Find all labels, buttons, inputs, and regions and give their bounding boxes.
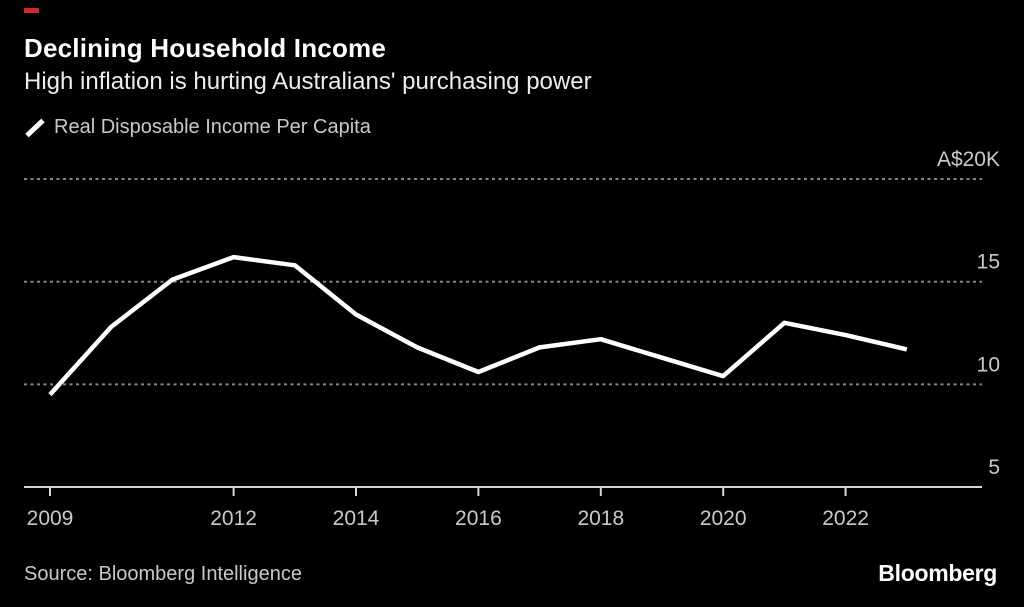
- x-axis-tick-label: 2012: [210, 507, 257, 530]
- x-axis-tick-label: 2018: [577, 507, 624, 530]
- chart-title: Declining Household Income: [24, 33, 387, 63]
- red-accent-dash: [24, 8, 39, 13]
- source-attribution: Source: Bloomberg Intelligence: [24, 563, 302, 585]
- y-axis-tick-label: 10: [977, 353, 1000, 376]
- chart-subtitle: High inflation is hurting Australians' p…: [24, 68, 592, 95]
- x-axis-tick-label: 2009: [27, 507, 74, 530]
- legend: Real Disposable Income Per Capita: [24, 116, 371, 139]
- x-axis-tick-label: 2020: [700, 507, 747, 530]
- legend-line-marker-icon: [25, 118, 45, 137]
- x-axis-tick-label: 2022: [822, 507, 869, 530]
- y-axis-tick-label: A$20K: [937, 148, 1000, 171]
- x-axis-tick-label: 2016: [455, 507, 502, 530]
- x-axis-tick-label: 2014: [333, 507, 380, 530]
- legend-label: Real Disposable Income Per Capita: [54, 116, 371, 138]
- bloomberg-logo: Bloomberg: [878, 560, 997, 586]
- series-line: [48, 254, 908, 397]
- y-axis-tick-label: 5: [988, 456, 1000, 479]
- y-axis-tick-label: 15: [977, 251, 1000, 274]
